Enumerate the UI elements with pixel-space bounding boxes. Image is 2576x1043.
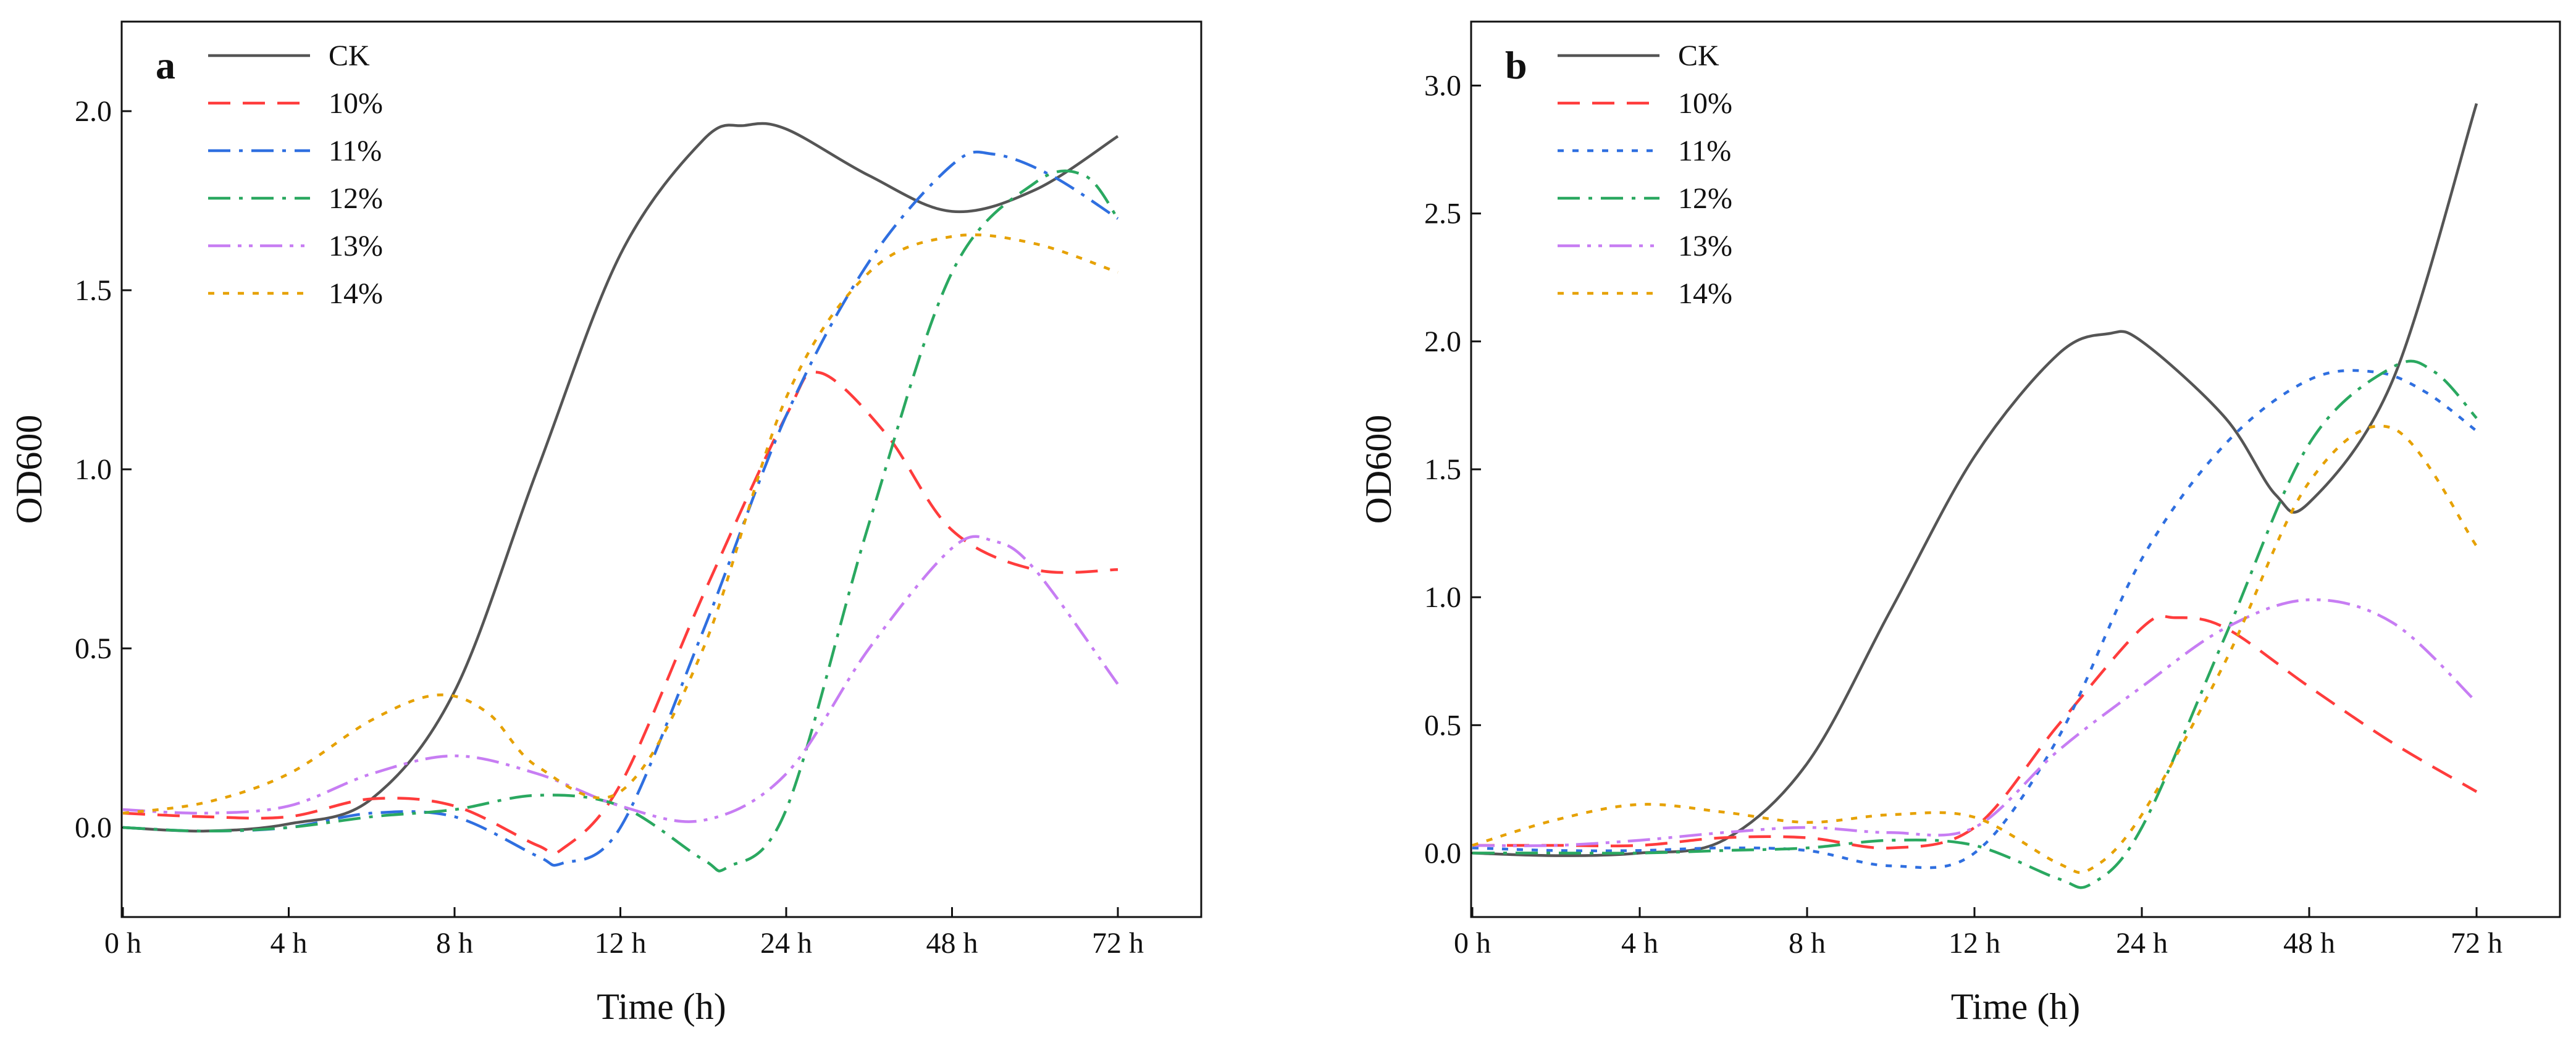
- x-tick-label: 8 h: [1789, 927, 1826, 960]
- panel-letter: b: [1505, 43, 1527, 87]
- series-line-10pct: [122, 371, 1118, 856]
- y-tick-label: 0.5: [1424, 709, 1461, 742]
- y-tick-label: 0.0: [75, 811, 112, 844]
- x-tick-label: 48 h: [926, 927, 978, 960]
- y-tick-label: 2.0: [75, 95, 112, 128]
- x-tick-label: 24 h: [2116, 927, 2168, 960]
- series-line-ck: [122, 122, 1119, 833]
- y-tick-label: 2.0: [1424, 325, 1461, 358]
- y-tick-label: 1.0: [1424, 581, 1461, 614]
- y-tick-label: 0.5: [75, 632, 112, 665]
- y-tick-label: 2.5: [1424, 198, 1461, 230]
- legend-label: CK: [329, 40, 370, 72]
- series-line-14pct: [122, 233, 1118, 815]
- y-tick-label: 1.0: [75, 453, 112, 486]
- legend-label: 11%: [1678, 135, 1731, 167]
- legend-label: 12%: [1678, 182, 1732, 215]
- series-line-11pct: [1472, 369, 2478, 869]
- y-axis-title: OD600: [1358, 415, 1399, 524]
- legend-label: 11%: [329, 135, 382, 167]
- series-line-10pct: [1472, 614, 2478, 850]
- x-tick-label: 12 h: [1949, 927, 2000, 960]
- series-line-13pct: [122, 535, 1119, 823]
- legend-label: 13%: [1678, 230, 1732, 262]
- series-line-14pct: [1472, 424, 2478, 874]
- x-tick-label: 4 h: [1621, 927, 1658, 960]
- x-tick-label: 24 h: [760, 927, 812, 960]
- legend-label: 13%: [329, 230, 383, 262]
- y-axis-title: OD600: [9, 415, 49, 524]
- series-line-12pct: [122, 169, 1119, 873]
- x-axis-title: Time (h): [1951, 986, 2080, 1027]
- x-tick-label: 72 h: [2451, 927, 2503, 960]
- legend-label: 12%: [329, 182, 383, 215]
- x-tick-label: 0 h: [1454, 927, 1491, 960]
- legend-label: 10%: [1678, 87, 1732, 120]
- series-line-11pct: [122, 150, 1119, 867]
- y-tick-label: 1.5: [1424, 453, 1461, 486]
- legend-label: 14%: [1678, 277, 1732, 310]
- legend-label: 10%: [329, 87, 383, 120]
- x-tick-label: 72 h: [1092, 927, 1144, 960]
- series-line-ck: [1472, 103, 2478, 857]
- series-line-12pct: [1472, 359, 2478, 889]
- panel-letter: a: [156, 43, 175, 87]
- x-tick-label: 48 h: [2283, 927, 2335, 960]
- panel-a: 0 h 4 h 8 h 12 h 24 h 48 h 72 h 0.0 0.5 1.0 1.5 2.0…: [9, 20, 1202, 1027]
- x-tick-label: 8 h: [436, 927, 473, 960]
- x-tick-label: 12 h: [595, 927, 647, 960]
- y-tick-label: 0.0: [1424, 837, 1461, 869]
- x-axis-title: Time (h): [597, 986, 726, 1027]
- legend-label: CK: [1678, 40, 1719, 72]
- y-tick-label: 3.0: [1424, 70, 1461, 103]
- plot-frame: [120, 20, 1202, 918]
- series-line-13pct: [1472, 598, 2478, 847]
- x-tick-label: 0 h: [104, 927, 141, 960]
- panel-b: 0 h 4 h 8 h 12 h 24 h 48 h 72 h 0.0 0.5 1.0 1.5 2.0…: [1358, 20, 2561, 1027]
- x-tick-label: 4 h: [271, 927, 308, 960]
- y-tick-label: 1.5: [75, 274, 112, 307]
- legend-label: 14%: [329, 277, 383, 310]
